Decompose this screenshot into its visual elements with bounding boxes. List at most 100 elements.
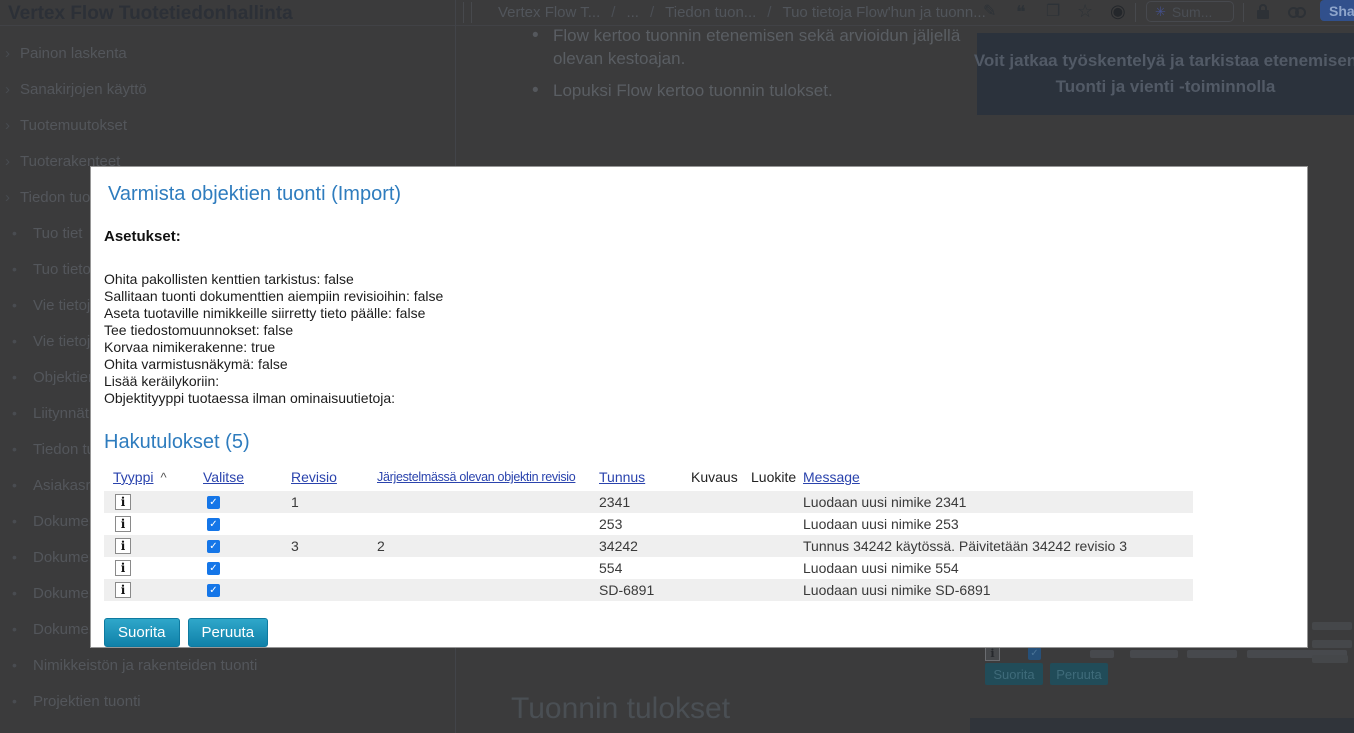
summarize-button: ✳ Sum... [1146, 1, 1234, 22]
column-header-valitse[interactable]: Valitse [203, 469, 244, 485]
cell-revisio [282, 513, 368, 535]
info-icon[interactable]: i [115, 560, 131, 576]
row-checkbox[interactable]: ✓ [207, 583, 220, 597]
setting-line: Sallitaan tuonti dokumenttien aiempiin r… [104, 288, 444, 304]
cell-tunnus: SD-6891 [599, 582, 655, 598]
column-header-jarjestelma-revisio[interactable]: Järjestelmässä olevan objektin revisio [377, 470, 576, 484]
cell-system-revisio [368, 579, 590, 601]
row-checkbox[interactable]: ✓ [207, 539, 220, 553]
execute-button[interactable]: Suorita [104, 618, 180, 647]
cancel-button[interactable]: Peruuta [187, 618, 269, 647]
breadcrumb-separator: / [649, 4, 655, 21]
table-row[interactable]: i ✓ 1 2341 Luodaan uusi nimike 2341 [104, 491, 1193, 513]
comment-icon: ❝ [1016, 2, 1026, 22]
cell-luokite [742, 513, 803, 535]
breadcrumb: Vertex Flow T... / ... / Tiedon tuon... … [498, 4, 986, 21]
table-header-row: Tyyppi ^ Valitse Revisio Järjestelmässä o… [104, 468, 1193, 491]
column-header-revisio[interactable]: Revisio [291, 469, 337, 485]
dimmed-text-fragment [1312, 655, 1348, 663]
row-checkbox[interactable]: ✓ [207, 495, 220, 509]
sidebar-item-sanakirjojen-kaytto: Sanakirjojen käyttö [0, 71, 456, 107]
row-checkbox[interactable]: ✓ [207, 517, 220, 531]
app-title: Vertex Flow Tuotetiedonhallinta [8, 3, 293, 24]
table-row[interactable]: i ✓ 3 2 34242 Tunnus 34242 käytössä. Päi… [104, 535, 1193, 557]
info-icon[interactable]: i [115, 582, 131, 598]
cell-kuvaus [682, 557, 742, 579]
sidebar-item-dokumentti-1: Dokumen [0, 503, 456, 539]
record-icon: ◉ [1110, 1, 1126, 21]
cell-system-revisio [368, 513, 590, 535]
info-icon[interactable]: i [115, 516, 131, 532]
toolbar-separator [1243, 3, 1244, 22]
sidebar-item-projektien-tuonti: Projektien tuonti [0, 683, 456, 719]
sidebar-item-painon-laskenta: Painon laskenta [0, 35, 456, 71]
column-header-tunnus[interactable]: Tunnus [599, 469, 646, 485]
sidebar-item-asiakas: Asiakasre [0, 467, 456, 503]
info-icon[interactable]: i [115, 538, 131, 554]
cell-luokite [742, 557, 803, 579]
cell-tunnus: 34242 [599, 538, 638, 554]
row-checkbox[interactable]: ✓ [207, 561, 220, 575]
table-row[interactable]: i ✓ 554 Luodaan uusi nimike 554 [104, 557, 1193, 579]
cell-kuvaus [682, 535, 742, 557]
setting-line: Tee tiedostomuunnokset: false [104, 322, 294, 338]
cell-revisio: 1 [291, 494, 299, 510]
info-box-line: Voit jatkaa työskentelyä ja tarkistaa et… [973, 51, 1354, 70]
setting-line: Ohita pakollisten kenttien tarkistus: fa… [104, 271, 354, 287]
settings-heading: Asetukset: [104, 228, 181, 245]
share-button: Sha [1320, 0, 1354, 21]
column-header-message[interactable]: Message [803, 469, 860, 485]
table-row[interactable]: i ✓ SD-6891 Luodaan uusi nimike SD-6891 [104, 579, 1193, 601]
cell-system-revisio: 2 [377, 538, 385, 554]
column-header-luokite: Luokite [751, 469, 797, 485]
sidebar-item-dokumentti-2: Dokumen [0, 539, 456, 575]
table-row[interactable]: i ✓ 253 Luodaan uusi nimike 253 [104, 513, 1193, 535]
sidebar-item-vie-tietoja-2: Vie tietoj [0, 323, 456, 359]
sidebar-item-tiedon: Tiedon tu [0, 431, 456, 467]
toolbar-separator [1135, 3, 1136, 22]
info-icon: i [985, 646, 1000, 661]
cell-message: Tunnus 34242 käytössä. Päivitetään 34242… [803, 538, 1128, 554]
dialog-buttons: Suorita Peruuta [104, 618, 269, 647]
dimmed-text-fragment [1187, 650, 1237, 658]
cell-tunnus: 253 [599, 516, 623, 532]
cell-system-revisio [368, 557, 590, 579]
sort-asc-icon: ^ [160, 470, 167, 485]
bullet-item: Lopuksi Flow kertoo tuonnin tulokset. [519, 79, 969, 102]
sidebar: Painon laskenta Sanakirjojen käyttö Tuot… [0, 35, 456, 719]
sidebar-item-liitynnat: Liitynnät [0, 395, 456, 431]
summarize-label: Sum... [1171, 3, 1213, 20]
cell-tunnus: 554 [599, 560, 623, 576]
cell-kuvaus [682, 513, 742, 535]
share-label: Sha [1329, 2, 1354, 19]
info-icon[interactable]: i [115, 494, 131, 510]
setting-line: Lisää keräilykoriin: [104, 373, 220, 389]
sidebar-item-dokumentti-3: Dokumen [0, 575, 456, 611]
star-icon: ☆ [1077, 1, 1094, 21]
import-confirm-dialog: Varmista objektien tuonti (Import) Asetu… [90, 166, 1308, 648]
dimmed-text-fragment [1090, 650, 1114, 658]
dialog-title: Varmista objektien tuonti (Import) [108, 183, 402, 205]
dimmed-text-fragment [1247, 650, 1347, 658]
pencil-icon: ✎ [983, 3, 997, 20]
row-checkbox: ✓ [1028, 647, 1041, 660]
book-icon: ❐ [1046, 3, 1061, 20]
settings-list: Ohita pakollisten kenttien tarkistus: fa… [104, 271, 443, 407]
cell-kuvaus [682, 491, 742, 513]
cell-message: Luodaan uusi nimike 554 [803, 560, 959, 576]
background-cancel-button: Peruuta [1050, 663, 1108, 685]
column-header-tyyppi[interactable]: Tyyppi ^ [113, 469, 167, 485]
cell-luokite [742, 579, 803, 601]
breadcrumb-item: ... [626, 4, 639, 21]
spinner-icon: ✳ [1155, 3, 1166, 19]
breadcrumb-item: Tiedon tuon... [665, 4, 757, 21]
background-execute-button: Suorita [985, 663, 1043, 685]
results-table: Tyyppi ^ Valitse Revisio Järjestelmässä o… [104, 468, 1193, 601]
cell-luokite [742, 535, 803, 557]
flow-info-bullets: Flow kertoo tuonnin etenemisen sekä arvi… [519, 24, 969, 111]
cell-kuvaus [682, 579, 742, 601]
cell-revisio [282, 579, 368, 601]
cell-message: Luodaan uusi nimike SD-6891 [803, 582, 991, 598]
sidebar-item-tuoterakenteet: Tuoterakenteet [0, 143, 456, 179]
setting-line: Korvaa nimikerakenne: true [104, 339, 276, 355]
